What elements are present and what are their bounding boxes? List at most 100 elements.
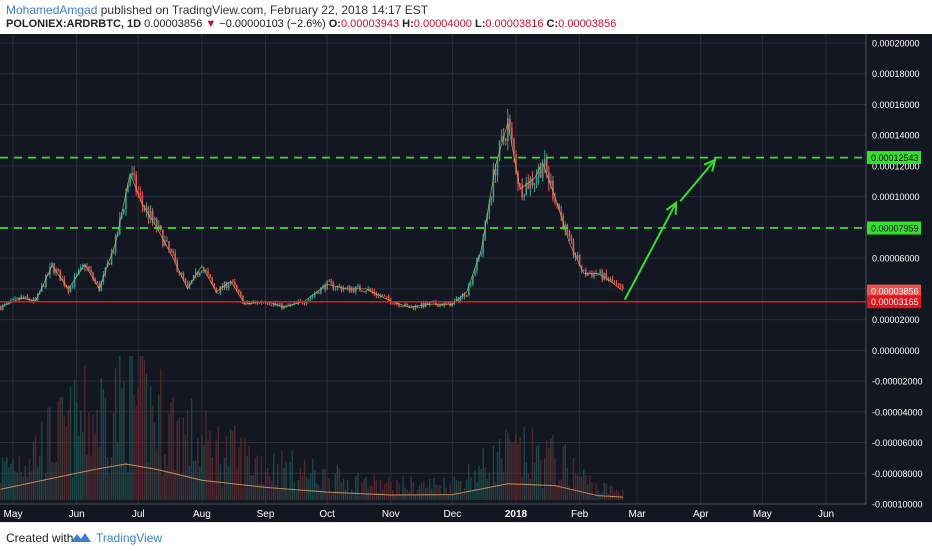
grid [0, 34, 867, 505]
candle-body [194, 271, 197, 276]
volume-bar [484, 467, 486, 500]
candle-body [584, 269, 587, 276]
volume-bar [472, 489, 474, 500]
open-value: 0.00003943 [340, 18, 400, 30]
price-axis[interactable]: 0.00020000 0.00018000 0.00016000 0.00014000… [867, 39, 923, 510]
volume-bar [449, 483, 452, 500]
volume-bar [246, 455, 248, 500]
volume-bar [250, 475, 252, 500]
volume-bar [544, 458, 546, 500]
candle-body [201, 270, 203, 273]
candle-body [408, 305, 411, 308]
volume-bar [537, 444, 540, 500]
volume-bar [2, 457, 4, 500]
volume-bar [258, 483, 261, 500]
volume-bar [373, 473, 376, 500]
candle-body [371, 290, 374, 292]
volume-bar [170, 401, 172, 500]
volume-bar [63, 416, 66, 500]
volume-bar [155, 448, 158, 500]
candle-body [98, 283, 101, 292]
volume-bar [192, 460, 195, 500]
candle-body [480, 253, 482, 256]
candle-body [34, 298, 37, 301]
candle-body [465, 295, 468, 297]
volume-bar [26, 476, 29, 500]
volume-bar [168, 413, 170, 500]
volume-bar [84, 365, 86, 500]
candle-body [223, 281, 226, 289]
volume-bar [36, 467, 39, 500]
candle-body [385, 296, 388, 298]
volume-bar [0, 482, 2, 500]
volume-bar [459, 480, 462, 500]
candle-body [437, 304, 439, 307]
volume-bar [145, 373, 148, 500]
candle-body [184, 278, 187, 283]
candle-body [359, 285, 361, 291]
volume-bar [172, 397, 174, 500]
candle-body [492, 169, 495, 198]
price-chart[interactable]: 0.00020000 0.00018000 0.00016000 0.00014000… [0, 34, 932, 522]
volume-bar [92, 414, 94, 500]
volume-bar [299, 467, 302, 500]
volume-bar [498, 438, 501, 500]
price-tick-label: 0.00014000 [872, 131, 920, 141]
candle-body [558, 204, 560, 211]
time-tick-label: Oct [319, 509, 335, 520]
candle-body [361, 290, 363, 292]
volume-bar [180, 476, 183, 500]
author-link[interactable]: MohamedAmgad [6, 3, 98, 17]
candle-body [272, 303, 275, 306]
volume-bar [597, 489, 599, 500]
volume-bar [73, 379, 76, 500]
candle-body [330, 280, 333, 283]
volume-bar [141, 356, 144, 500]
volume-bar [476, 482, 478, 500]
volume-bar [334, 473, 337, 500]
volume-bar [71, 476, 74, 500]
candle-body [379, 294, 382, 297]
candle-body [246, 301, 248, 304]
volume-bar [100, 378, 102, 500]
volume-bar [318, 485, 320, 500]
volume-bar [20, 472, 22, 500]
change-arrow-icon: ▼ [205, 18, 217, 30]
volume-bar [217, 426, 220, 500]
volume-bar [455, 479, 458, 500]
candle-body [295, 302, 298, 304]
candle-body [324, 285, 326, 290]
time-axis[interactable]: May Jun Jul Aug Sep Oct Nov Dec 2018 Feb Mar Apr May… [4, 509, 835, 520]
volume-bar [576, 474, 579, 500]
candle-body [511, 127, 513, 140]
volume-bar [437, 485, 439, 500]
chart-header: MohamedAmgad published on TradingView.co… [0, 0, 932, 34]
volume-bar [164, 454, 166, 500]
candle-body [42, 285, 45, 287]
time-tick-label: May [4, 509, 23, 520]
volume-bar [38, 455, 41, 500]
candle-body [350, 288, 353, 292]
volume-bar [379, 479, 382, 500]
volume-bar [546, 440, 548, 500]
tradingview-brand[interactable]: TradingView [96, 531, 163, 545]
candle-body [77, 269, 80, 275]
volume-bar [121, 388, 123, 500]
volume-bar [513, 441, 515, 500]
candle-body [82, 265, 84, 267]
volume-bar [357, 473, 359, 500]
volume-bar [490, 487, 493, 500]
volume-bar [127, 472, 129, 500]
candle-body [412, 306, 415, 309]
chart-area[interactable]: 0.00020000 0.00018000 0.00016000 0.00014000… [0, 34, 932, 522]
candle-body [268, 304, 271, 306]
candle-body [599, 270, 601, 274]
time-tick-label: Jul [132, 509, 145, 520]
volume-bar [426, 487, 429, 500]
volume-bar [468, 464, 470, 500]
volume-bar [238, 447, 240, 500]
volume-bar [611, 485, 614, 500]
candle-body [311, 295, 314, 297]
price-tick-label: 0.00016000 [872, 100, 920, 110]
volume-bar [346, 479, 349, 500]
